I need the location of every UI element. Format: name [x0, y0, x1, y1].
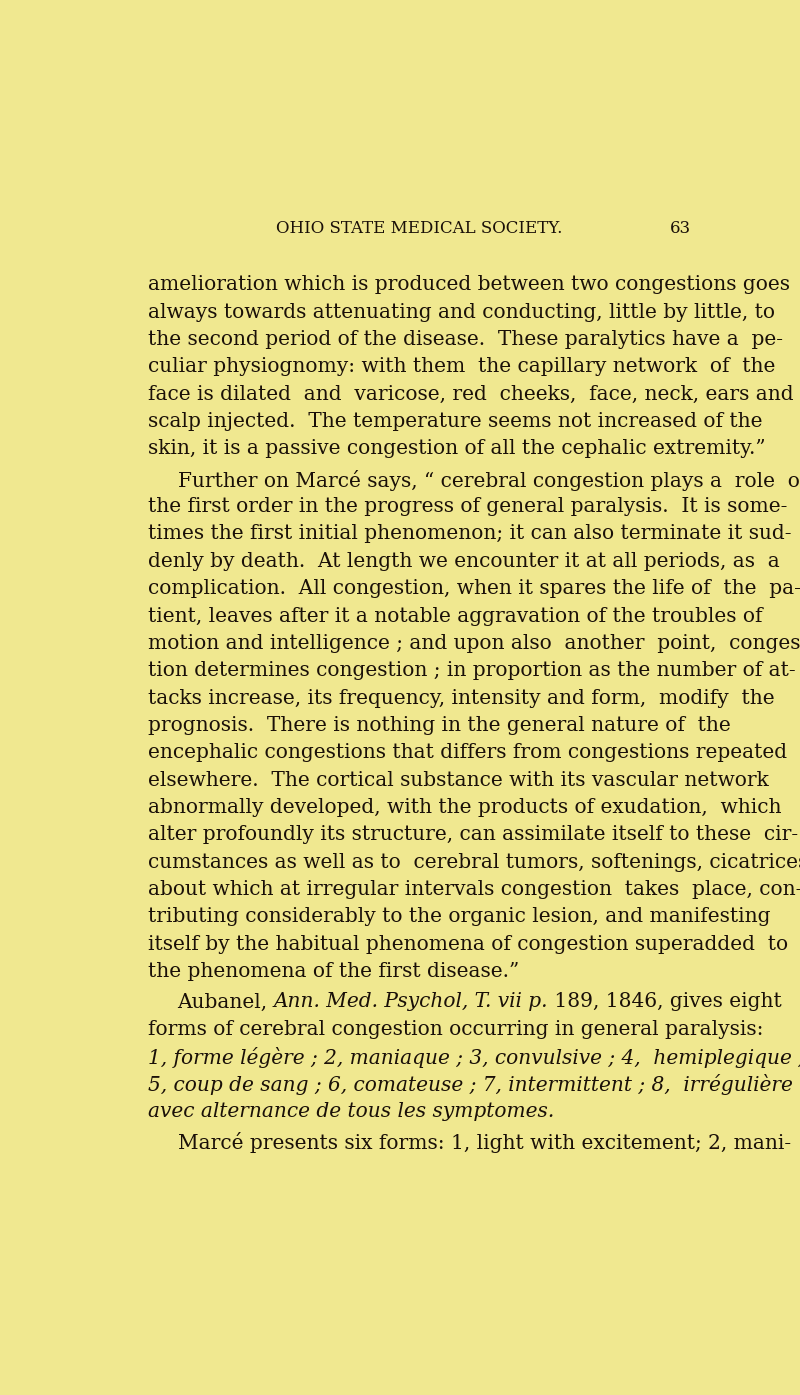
Text: 1, forme légère ; 2, maniaque ; 3, convulsive ; 4,  hemiplegique ;: 1, forme légère ; 2, maniaque ; 3, convu… [148, 1048, 800, 1069]
Text: culiar physiognomy: with them  the capillary network  of  the: culiar physiognomy: with them the capill… [148, 357, 775, 377]
Text: Further on Marcé says, “ cerebral congestion plays a  role  of: Further on Marcé says, “ cerebral conges… [178, 470, 800, 491]
Text: Aubanel,: Aubanel, [178, 992, 274, 1011]
Text: amelioration which is produced between two congestions goes: amelioration which is produced between t… [148, 275, 790, 294]
Text: elsewhere.  The cortical substance with its vascular network: elsewhere. The cortical substance with i… [148, 770, 769, 790]
Text: OHIO STATE MEDICAL SOCIETY.: OHIO STATE MEDICAL SOCIETY. [276, 219, 562, 237]
Text: encephalic congestions that differs from congestions repeated: encephalic congestions that differs from… [148, 744, 787, 762]
Text: scalp injected.  The temperature seems not increased of the: scalp injected. The temperature seems no… [148, 412, 762, 431]
Text: 63: 63 [670, 219, 690, 237]
Text: times the first initial phenomenon; it can also terminate it sud-: times the first initial phenomenon; it c… [148, 525, 791, 544]
Text: abnormally developed, with the products of exudation,  which: abnormally developed, with the products … [148, 798, 782, 817]
Text: tributing considerably to the organic lesion, and manifesting: tributing considerably to the organic le… [148, 907, 770, 926]
Text: the first order in the progress of general paralysis.  It is some-: the first order in the progress of gener… [148, 497, 787, 516]
Text: itself by the habitual phenomena of congestion superadded  to: itself by the habitual phenomena of cong… [148, 935, 788, 954]
Text: Marcé presents six forms: 1, light with excitement; 2, mani-: Marcé presents six forms: 1, light with … [178, 1133, 790, 1154]
Text: avec alternance de tous les symptomes.: avec alternance de tous les symptomes. [148, 1102, 554, 1120]
Text: about which at irregular intervals congestion  takes  place, con-: about which at irregular intervals conge… [148, 880, 800, 898]
Text: prognosis.  There is nothing in the general nature of  the: prognosis. There is nothing in the gener… [148, 716, 731, 735]
Text: the phenomena of the first disease.”: the phenomena of the first disease.” [148, 963, 519, 981]
Text: 189, 1846, gives eight: 189, 1846, gives eight [549, 992, 782, 1011]
Text: face is dilated  and  varicose, red  cheeks,  face, neck, ears and: face is dilated and varicose, red cheeks… [148, 385, 794, 403]
Text: Ann. Med. Psychol, T. vii p.: Ann. Med. Psychol, T. vii p. [274, 992, 549, 1011]
Text: tion determines congestion ; in proportion as the number of at-: tion determines congestion ; in proporti… [148, 661, 796, 681]
Text: tacks increase, its frequency, intensity and form,  modify  the: tacks increase, its frequency, intensity… [148, 689, 774, 707]
Text: forms of cerebral congestion occurring in general paralysis:: forms of cerebral congestion occurring i… [148, 1020, 763, 1039]
Text: alter profoundly its structure, can assimilate itself to these  cir-: alter profoundly its structure, can assi… [148, 826, 798, 844]
Text: skin, it is a passive congestion of all the cephalic extremity.”: skin, it is a passive congestion of all … [148, 439, 766, 458]
Text: the second period of the disease.  These paralytics have a  pe-: the second period of the disease. These … [148, 329, 783, 349]
Text: always towards attenuating and conducting, little by little, to: always towards attenuating and conductin… [148, 303, 775, 321]
Text: cumstances as well as to  cerebral tumors, softenings, cicatrices,: cumstances as well as to cerebral tumors… [148, 852, 800, 872]
Text: denly by death.  At length we encounter it at all periods, as  a: denly by death. At length we encounter i… [148, 552, 780, 571]
Text: tient, leaves after it a notable aggravation of the troubles of: tient, leaves after it a notable aggrava… [148, 607, 762, 625]
Text: 5, coup de sang ; 6, comateuse ; 7, intermittent ; 8,  irrégulière: 5, coup de sang ; 6, comateuse ; 7, inte… [148, 1074, 793, 1095]
Text: complication.  All congestion, when it spares the life of  the  pa-: complication. All congestion, when it sp… [148, 579, 800, 598]
Text: motion and intelligence ; and upon also  another  point,  conges-: motion and intelligence ; and upon also … [148, 633, 800, 653]
